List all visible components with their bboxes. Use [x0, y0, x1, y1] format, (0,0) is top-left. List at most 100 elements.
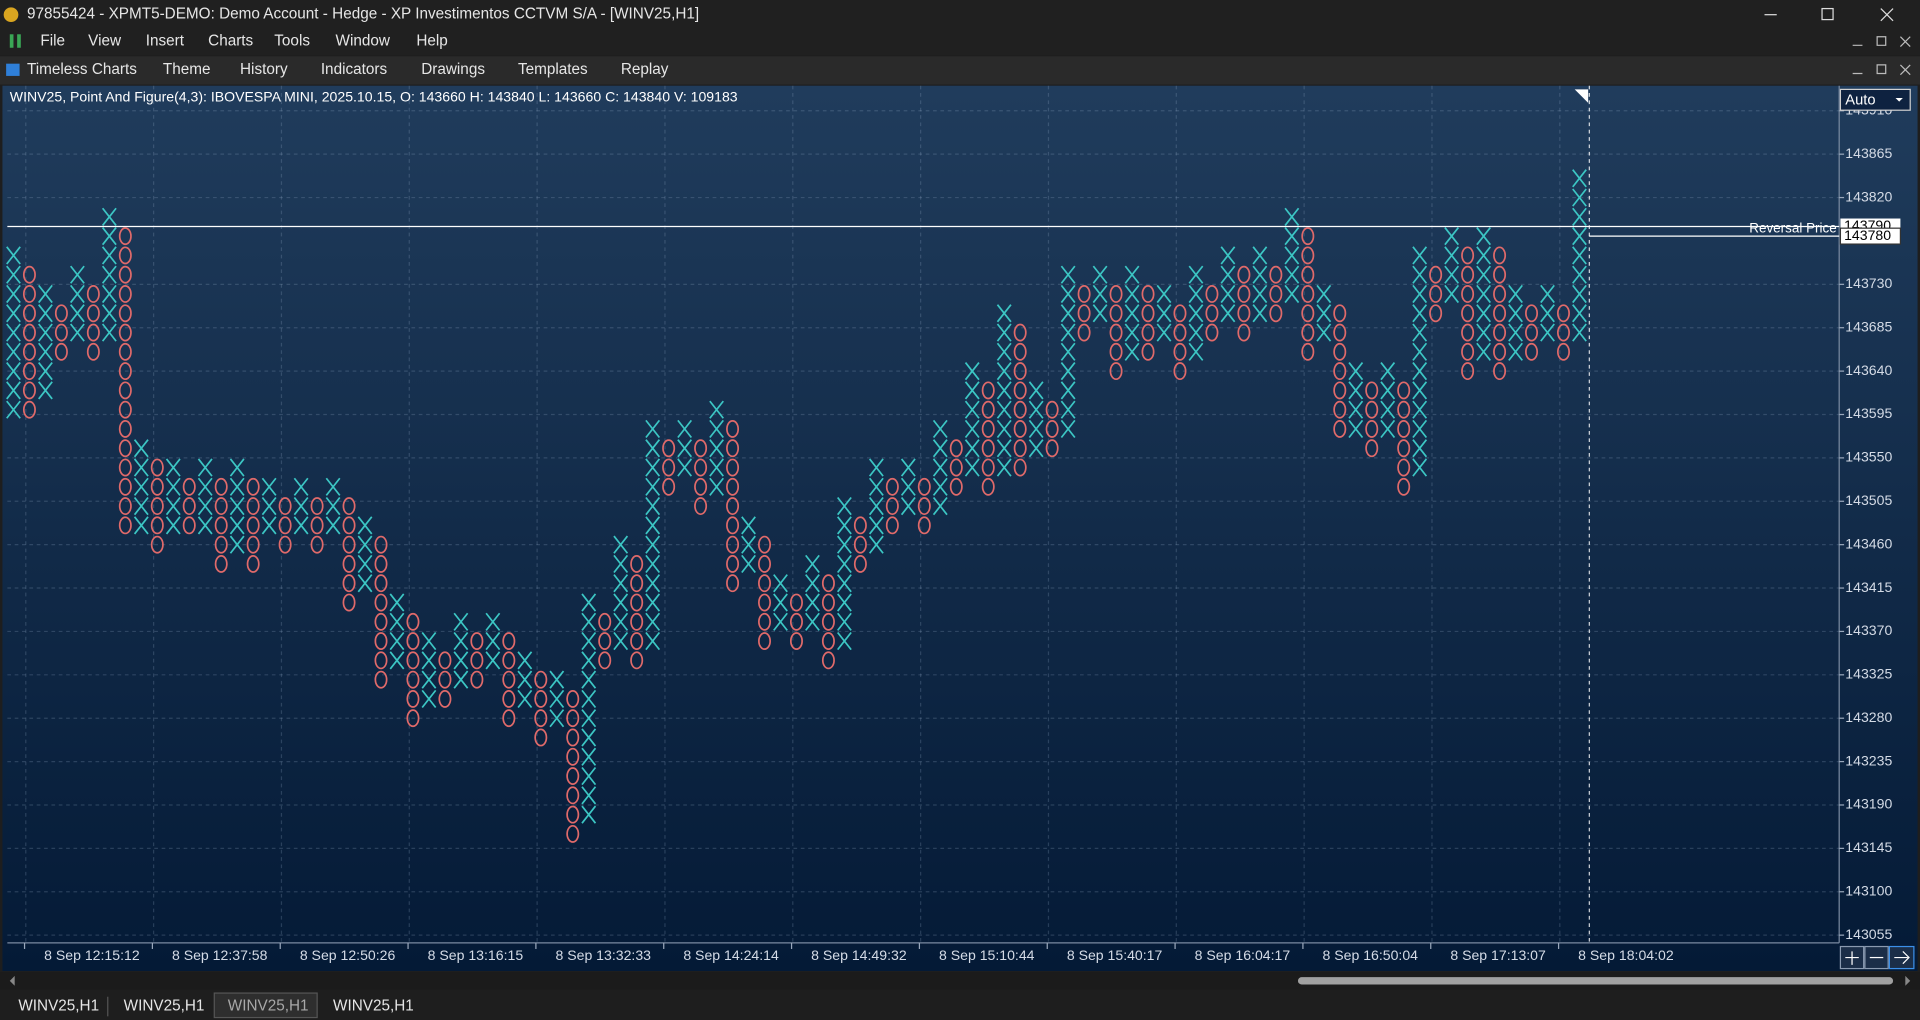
close-button[interactable]: [1880, 8, 1894, 22]
menu-item[interactable]: Insert: [146, 33, 185, 50]
scale-mode[interactable]: Auto: [1845, 92, 1875, 108]
x-tick-label: 8 Sep 17:13:07: [1450, 947, 1546, 963]
o-box: [1141, 304, 1155, 323]
o-box: [726, 516, 740, 535]
o-column: [22, 265, 36, 419]
x-box: [1316, 323, 1332, 342]
x-box: [389, 612, 405, 631]
o-column: [821, 574, 835, 670]
x-box: [1348, 362, 1364, 381]
x-box: [645, 612, 661, 631]
o-column: [1301, 227, 1315, 361]
o-box: [182, 497, 196, 516]
o-box: [1397, 400, 1411, 419]
x-box: [1412, 458, 1428, 477]
active-tab[interactable]: [213, 992, 318, 1019]
x-box: [389, 631, 405, 651]
o-box: [1333, 400, 1347, 419]
y-tick-label: 143415: [1845, 579, 1892, 595]
x-box: [1412, 419, 1428, 439]
o-box: [1205, 304, 1219, 323]
o-box: [1365, 420, 1379, 438]
x-column: [709, 400, 724, 496]
x-box: [1412, 362, 1428, 381]
o-column: [1365, 381, 1379, 458]
toolbar-item[interactable]: Replay: [621, 61, 669, 78]
x-box: [613, 554, 629, 574]
o-box: [1109, 323, 1123, 342]
x-box: [1380, 381, 1396, 400]
x-column: [485, 612, 501, 670]
x-box: [1508, 284, 1523, 304]
toolbar-item[interactable]: Indicators: [321, 61, 388, 78]
x-box: [964, 419, 980, 439]
o-box: [566, 709, 580, 728]
o-box: [86, 342, 100, 361]
toolbar-item[interactable]: Drawings: [421, 61, 485, 78]
x-box: [932, 477, 948, 496]
o-column: [406, 612, 420, 728]
scrollbar-thumb[interactable]: [1297, 977, 1894, 985]
o-box: [1173, 362, 1187, 381]
app-icon: [3, 7, 19, 23]
x-box: [1284, 207, 1300, 226]
menu-item[interactable]: Tools: [274, 33, 310, 50]
o-box: [1461, 342, 1475, 361]
menu-item[interactable]: View: [88, 33, 122, 50]
x-box: [996, 439, 1012, 458]
toolbar-item[interactable]: Theme: [163, 61, 211, 78]
chart-tab[interactable]: WINV25,H1: [124, 998, 205, 1015]
x-box: [1252, 284, 1268, 304]
menu-item[interactable]: File: [40, 33, 65, 50]
x-box: [1540, 284, 1555, 304]
x-box: [1508, 304, 1523, 323]
x-box: [836, 574, 852, 593]
o-column: [118, 227, 132, 535]
x-box: [645, 535, 661, 554]
restore-button[interactable]: [1821, 7, 1834, 21]
x-box: [836, 631, 852, 651]
x-box: [709, 439, 724, 458]
o-box: [470, 632, 484, 651]
x-box: [581, 651, 597, 670]
x-box: [932, 458, 948, 477]
x-box: [101, 227, 117, 246]
x-box: [38, 304, 53, 323]
scale-mode-dropdown[interactable]: [1839, 88, 1911, 111]
menu-item[interactable]: Charts: [208, 33, 253, 50]
chart-window-controls[interactable]: [1852, 64, 1911, 76]
x-column: [1412, 246, 1428, 477]
o-box: [150, 497, 164, 516]
menu-item[interactable]: Window: [336, 33, 391, 50]
toolbar-item[interactable]: History: [240, 61, 288, 78]
x-box: [1220, 284, 1236, 304]
o-box: [1557, 342, 1570, 361]
o-box: [1173, 304, 1187, 323]
o-box: [726, 420, 740, 438]
o-column: [342, 497, 356, 612]
x-column: [229, 458, 245, 554]
y-tick-label: 143505: [1845, 492, 1892, 508]
y-tick-label: 143685: [1845, 318, 1892, 334]
x-box: [1572, 323, 1587, 342]
o-column: [662, 439, 676, 496]
x-box: [453, 670, 469, 689]
x-column: [517, 651, 533, 709]
o-box: [310, 516, 324, 535]
o-box: [54, 304, 68, 323]
chart-tab[interactable]: WINV25,H1: [18, 998, 99, 1015]
x-box: [165, 516, 181, 535]
x-box: [773, 593, 788, 612]
o-box: [981, 439, 995, 458]
o-box: [1461, 323, 1475, 342]
x-box: [677, 419, 693, 439]
o-box: [1173, 342, 1187, 361]
toolbar-item[interactable]: Templates: [518, 61, 588, 78]
chart-tab[interactable]: WINV25,H1: [228, 998, 309, 1015]
toolbar-item[interactable]: Timeless Charts: [27, 61, 137, 78]
chart-tab[interactable]: WINV25,H1: [333, 998, 414, 1015]
x-box: [996, 323, 1012, 342]
menu-item[interactable]: Help: [416, 33, 447, 50]
mdi-controls[interactable]: [1852, 36, 1911, 47]
o-column: [853, 516, 867, 573]
